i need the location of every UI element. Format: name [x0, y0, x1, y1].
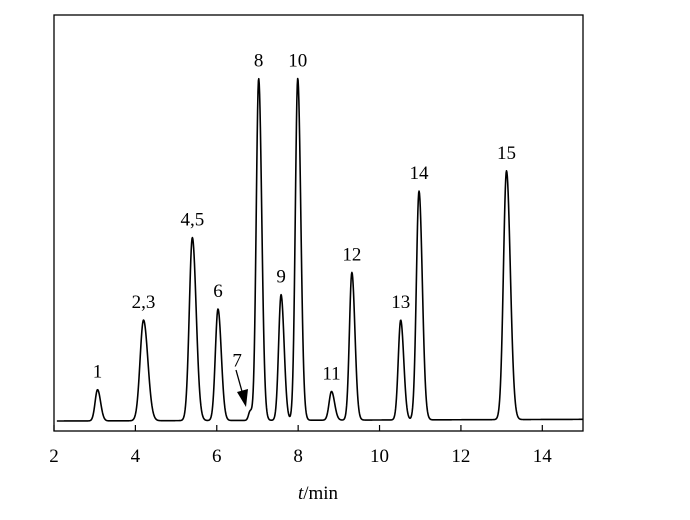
peak-label: 14 [410, 163, 430, 184]
peak-label: 12 [342, 244, 361, 265]
x-tick-label: 12 [451, 446, 470, 467]
peak-label: 4,5 [180, 210, 204, 231]
peak-7-arrow [235, 369, 248, 407]
x-axis-variable: t [298, 483, 304, 504]
x-tick-label: 4 [131, 446, 141, 467]
peak-labels: 1 2,3 4,5 6 7 8 9 10 11 12 13 14 15 [93, 50, 516, 384]
peak-label: 15 [497, 143, 516, 164]
peak-label: 8 [254, 50, 264, 71]
x-tick-label: 6 [212, 446, 222, 467]
x-tick-label: 8 [293, 446, 303, 467]
peak-label: 13 [391, 292, 410, 313]
chromatogram-trace [56, 77, 584, 422]
peak-label: 6 [213, 281, 223, 302]
peak-label: 2,3 [132, 292, 156, 313]
peak-label: 1 [93, 362, 103, 383]
peak-label: 11 [322, 363, 340, 384]
peak-label: 10 [288, 50, 307, 71]
x-tick-label: 10 [370, 446, 389, 467]
peak-label: 9 [276, 267, 286, 288]
x-axis-ticks: 2 4 6 8 10 12 14 [49, 425, 552, 467]
x-tick-label: 2 [49, 446, 59, 467]
x-axis-unit: /min [303, 483, 338, 504]
x-tick-label: 14 [533, 446, 553, 467]
plot-frame [53, 14, 584, 432]
peak-label: 7 [232, 350, 242, 371]
x-axis-label: t/min [298, 483, 339, 504]
